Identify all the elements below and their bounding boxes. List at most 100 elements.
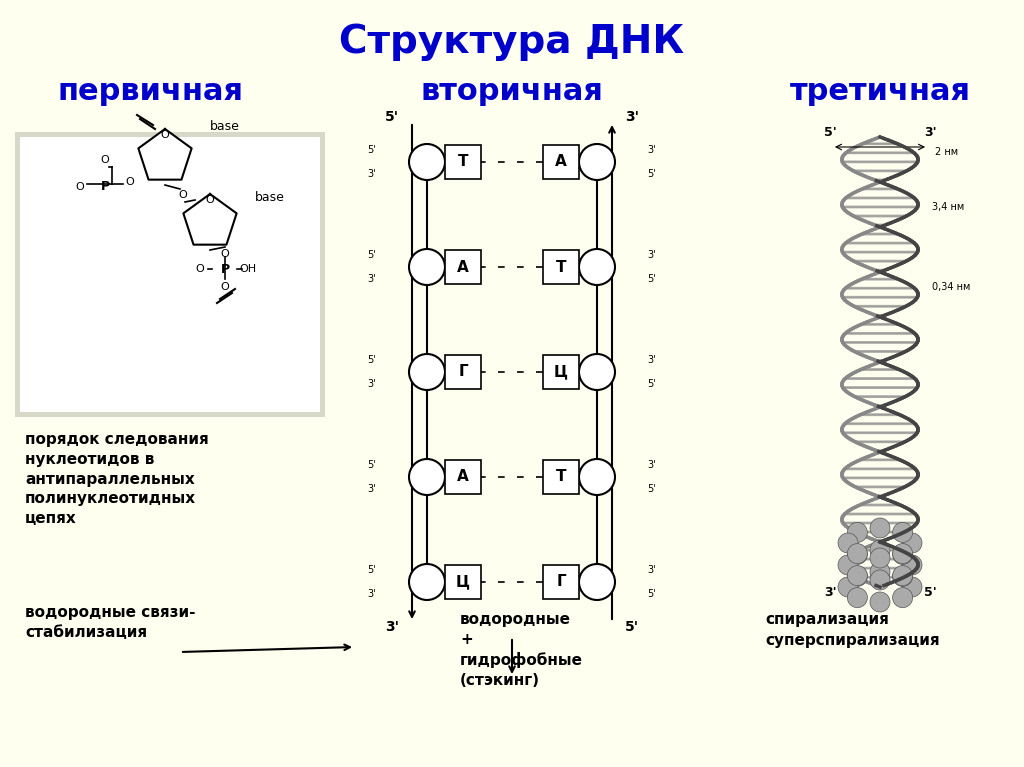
Circle shape xyxy=(838,555,858,575)
Polygon shape xyxy=(859,414,901,416)
Text: спирализация
суперспирализация: спирализация суперспирализация xyxy=(765,612,940,648)
Text: порядок следования
нуклеотидов в
антипараллельных
полинуклеотидных
цепях: порядок следования нуклеотидов в антипар… xyxy=(25,432,209,526)
Text: первичная: первичная xyxy=(57,77,243,107)
Circle shape xyxy=(893,588,912,607)
Text: P: P xyxy=(100,180,110,193)
Polygon shape xyxy=(874,405,886,407)
Polygon shape xyxy=(843,252,918,253)
Text: O: O xyxy=(178,190,187,200)
Polygon shape xyxy=(854,577,905,578)
Text: А: А xyxy=(555,154,567,170)
Circle shape xyxy=(848,565,867,586)
Polygon shape xyxy=(843,477,918,479)
Text: O: O xyxy=(126,177,134,187)
Text: водородные
+
гидрофобные
(стэкинг): водородные + гидрофобные (стэкинг) xyxy=(460,612,583,688)
Polygon shape xyxy=(853,396,906,397)
Text: 3,4 нм: 3,4 нм xyxy=(932,202,965,212)
Text: 5': 5' xyxy=(368,355,377,365)
Polygon shape xyxy=(872,179,888,181)
Text: 3': 3' xyxy=(648,460,656,470)
Circle shape xyxy=(838,533,858,553)
Circle shape xyxy=(870,518,890,538)
Polygon shape xyxy=(872,224,887,225)
Text: 3': 3' xyxy=(648,250,656,260)
Circle shape xyxy=(579,144,615,180)
Bar xyxy=(15,132,325,417)
Text: P: P xyxy=(220,262,229,275)
Text: 5': 5' xyxy=(647,274,656,284)
Text: 5': 5' xyxy=(368,460,377,470)
Text: 3': 3' xyxy=(648,355,656,365)
FancyBboxPatch shape xyxy=(543,460,579,494)
Text: 5': 5' xyxy=(625,620,639,634)
Polygon shape xyxy=(852,216,907,217)
Text: 3': 3' xyxy=(368,169,376,179)
Circle shape xyxy=(848,566,867,587)
Text: Г: Г xyxy=(556,574,566,590)
Text: Г: Г xyxy=(458,364,468,380)
Circle shape xyxy=(893,522,912,542)
Text: O: O xyxy=(206,195,214,205)
Text: А: А xyxy=(457,469,469,485)
FancyBboxPatch shape xyxy=(543,565,579,599)
Polygon shape xyxy=(858,459,901,460)
Polygon shape xyxy=(853,351,907,352)
Text: O: O xyxy=(220,282,229,292)
FancyBboxPatch shape xyxy=(445,460,481,494)
Circle shape xyxy=(579,249,615,285)
Circle shape xyxy=(870,562,890,582)
Polygon shape xyxy=(874,360,886,361)
Circle shape xyxy=(902,555,922,575)
Polygon shape xyxy=(843,341,918,343)
Text: Т: Т xyxy=(556,259,566,275)
Circle shape xyxy=(870,540,890,560)
Polygon shape xyxy=(859,369,901,370)
Text: 3': 3' xyxy=(625,110,639,124)
Polygon shape xyxy=(853,261,907,262)
Text: 3': 3' xyxy=(368,379,376,389)
Circle shape xyxy=(579,459,615,495)
FancyBboxPatch shape xyxy=(445,565,481,599)
Text: 3': 3' xyxy=(368,484,376,494)
Polygon shape xyxy=(860,278,900,280)
Polygon shape xyxy=(853,305,907,307)
Polygon shape xyxy=(858,504,902,505)
Text: O: O xyxy=(220,249,229,259)
Circle shape xyxy=(893,544,912,564)
Polygon shape xyxy=(843,297,918,298)
Circle shape xyxy=(848,588,867,607)
Text: O: O xyxy=(100,155,110,165)
Text: 0,34 нм: 0,34 нм xyxy=(932,282,971,292)
Polygon shape xyxy=(860,233,900,235)
Circle shape xyxy=(409,144,445,180)
Text: 5': 5' xyxy=(368,145,377,155)
Text: Т: Т xyxy=(556,469,566,485)
Circle shape xyxy=(902,533,922,553)
Polygon shape xyxy=(876,585,884,587)
Circle shape xyxy=(409,249,445,285)
Bar xyxy=(20,137,319,412)
Polygon shape xyxy=(876,495,885,497)
Text: 5': 5' xyxy=(368,250,377,260)
Circle shape xyxy=(848,544,867,564)
Polygon shape xyxy=(854,486,906,488)
Text: 3': 3' xyxy=(823,585,837,598)
Circle shape xyxy=(579,354,615,390)
Text: 2 нм: 2 нм xyxy=(935,147,958,157)
Polygon shape xyxy=(861,143,899,144)
Text: А: А xyxy=(457,259,469,275)
Text: base: base xyxy=(210,120,240,133)
Text: вторичная: вторичная xyxy=(421,77,603,107)
FancyBboxPatch shape xyxy=(543,250,579,284)
Polygon shape xyxy=(844,513,915,515)
Text: 3': 3' xyxy=(648,145,656,155)
Text: O: O xyxy=(76,182,84,192)
Polygon shape xyxy=(845,423,915,424)
Polygon shape xyxy=(843,387,918,388)
Text: 5': 5' xyxy=(647,589,656,599)
Text: Структура ДНК: Структура ДНК xyxy=(339,23,685,61)
Polygon shape xyxy=(852,170,908,172)
Polygon shape xyxy=(859,324,900,325)
Text: 3': 3' xyxy=(924,126,936,139)
Circle shape xyxy=(870,592,890,612)
